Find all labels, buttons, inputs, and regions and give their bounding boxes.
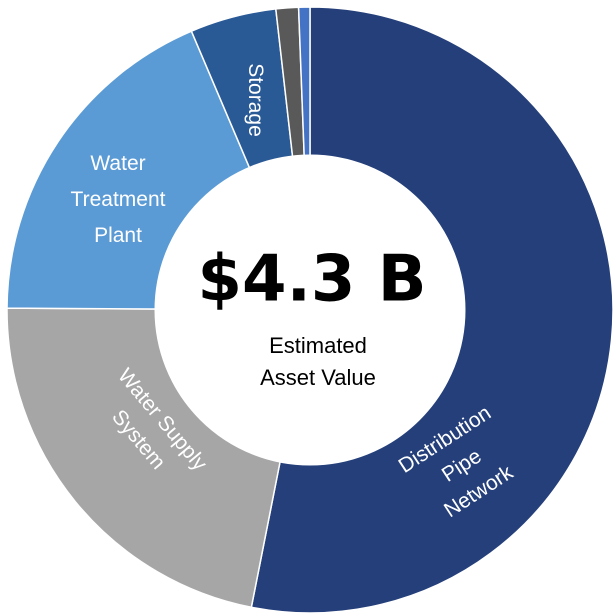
slice-label-line: Treatment	[71, 188, 166, 211]
slice-label: Water Treatment Plant	[71, 152, 166, 247]
center-title: $4.3 B	[198, 243, 427, 317]
slice-label-line: Storage	[244, 63, 267, 137]
slice-label-line: Water	[90, 152, 145, 175]
slice-label: Storage	[244, 63, 267, 137]
center-label: Estimated	[269, 333, 367, 358]
donut-hole	[154, 154, 466, 466]
center-label: Asset Value	[260, 365, 376, 390]
slice-label-line: Plant	[94, 224, 142, 247]
